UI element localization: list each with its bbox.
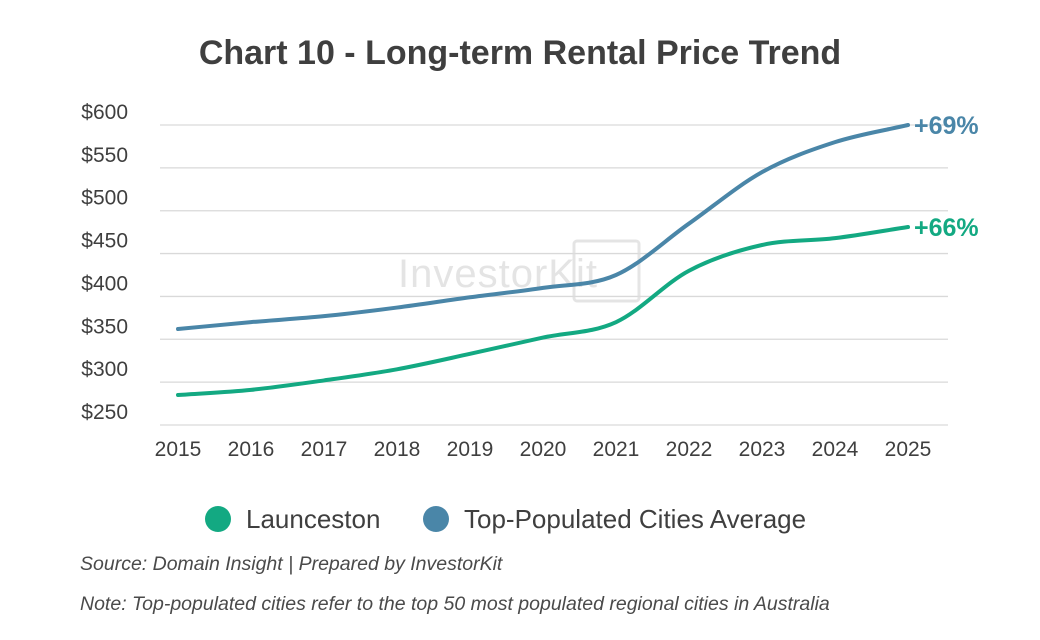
x-tick-label: 2023 <box>739 438 786 461</box>
y-tick-label: $450 <box>81 230 128 253</box>
data-series <box>176 123 910 397</box>
x-tick-label: 2018 <box>374 438 421 461</box>
watermark-text: InvestorKit <box>398 252 598 296</box>
y-axis-tick-labels: $250 $300 $350 $400 $450 $500 $550 $600 <box>81 101 128 424</box>
y-tick-label: $350 <box>81 315 128 338</box>
legend-swatch-top-populated-cities-average <box>423 506 449 532</box>
investorkit-watermark: InvestorKit <box>398 239 641 303</box>
x-tick-label: 2025 <box>885 438 932 461</box>
x-axis-tick-labels: 2015 2016 2017 2018 2019 2020 2021 2022 2023 2024… <box>155 438 932 461</box>
legend: Launceston Top-Populated Cities Average <box>205 504 806 534</box>
x-tick-label: 2020 <box>520 438 567 461</box>
legend-label-launceston: Launceston <box>246 504 380 534</box>
x-tick-label: 2022 <box>666 438 713 461</box>
gridlines <box>160 124 948 426</box>
x-tick-label: 2024 <box>812 438 859 461</box>
x-tick-label: 2017 <box>301 438 348 461</box>
watermark-frame <box>572 239 641 303</box>
y-tick-label: $500 <box>81 187 128 210</box>
y-tick-label: $550 <box>81 144 128 167</box>
legend-swatch-launceston <box>205 506 231 532</box>
y-tick-label: $250 <box>81 401 128 424</box>
x-tick-label: 2019 <box>447 438 494 461</box>
y-tick-label: $400 <box>81 272 128 295</box>
series-line-launceston <box>176 225 910 397</box>
legend-item-top-populated-cities-average[interactable]: Top-Populated Cities Average <box>423 504 806 534</box>
chart-title: Chart 10 - Long-term Rental Price Trend <box>199 34 841 72</box>
x-tick-label: 2015 <box>155 438 202 461</box>
x-tick-label: 2016 <box>228 438 275 461</box>
x-tick-label: 2021 <box>593 438 640 461</box>
legend-label-top-populated-cities-average: Top-Populated Cities Average <box>464 504 806 534</box>
definition-note: Note: Top-populated cities refer to the … <box>80 593 830 615</box>
end-label-top-populated-cities-average: +69% <box>914 112 979 140</box>
y-tick-label: $300 <box>81 358 128 381</box>
end-value-labels: +69% +66% <box>914 112 979 242</box>
end-label-launceston: +66% <box>914 214 979 242</box>
y-tick-label: $600 <box>81 101 128 124</box>
source-note: Source: Domain Insight | Prepared by Inv… <box>80 553 504 575</box>
legend-item-launceston[interactable]: Launceston <box>205 504 380 534</box>
series-line-top-populated-cities-average <box>176 123 910 331</box>
